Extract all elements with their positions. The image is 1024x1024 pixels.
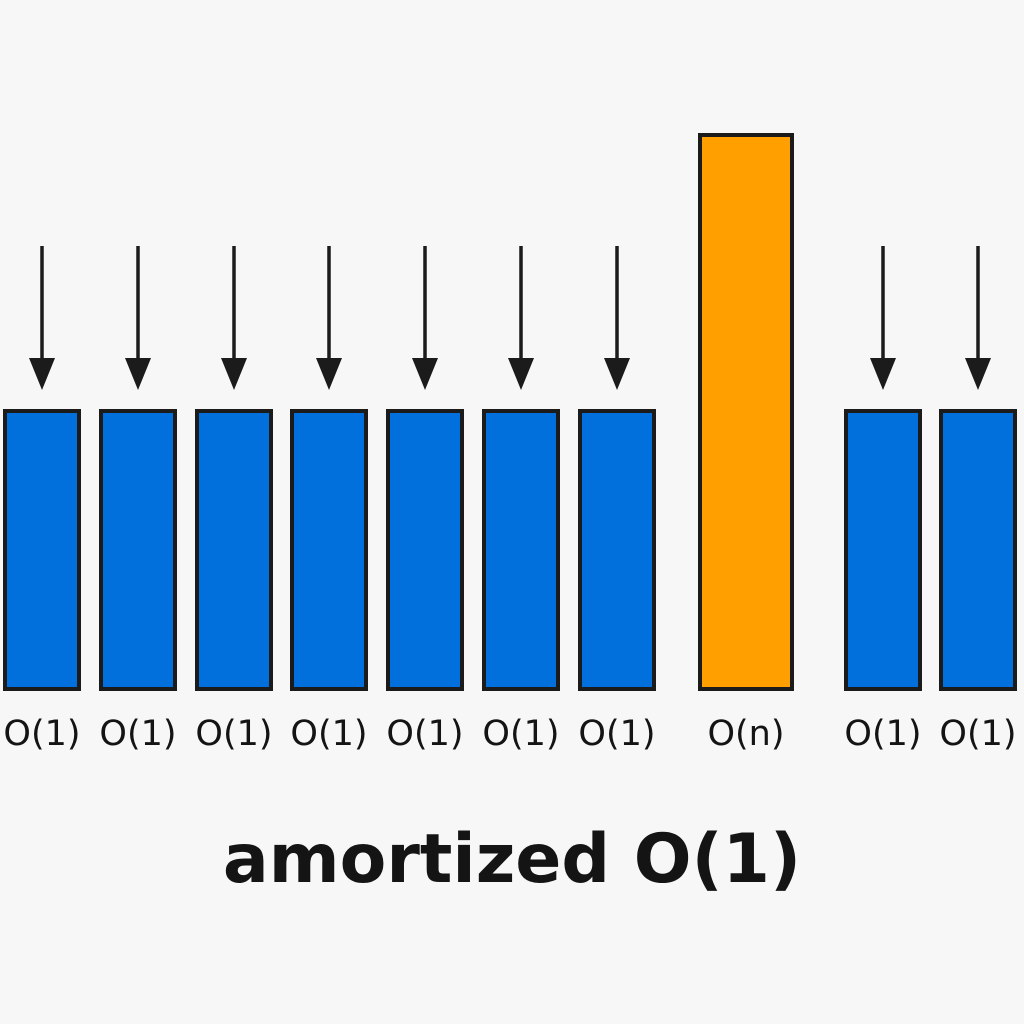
down-arrow-icon bbox=[316, 246, 342, 390]
down-arrow-icon bbox=[604, 246, 630, 390]
cheap-operation-bar bbox=[195, 409, 273, 691]
cheap-operation-bar bbox=[578, 409, 656, 691]
down-arrow-icon bbox=[29, 246, 55, 390]
cost-label: O(1) bbox=[195, 714, 273, 754]
expensive-operation-bar bbox=[698, 133, 794, 691]
cheap-operation-bar bbox=[99, 409, 177, 691]
cost-label: O(1) bbox=[578, 714, 656, 754]
cost-label: O(1) bbox=[3, 714, 81, 754]
cost-label: O(1) bbox=[99, 714, 177, 754]
cheap-operation: O(1) bbox=[386, 0, 464, 1024]
down-arrow-icon bbox=[412, 246, 438, 390]
cheap-operation: O(1) bbox=[195, 0, 273, 1024]
down-arrow-icon bbox=[221, 246, 247, 390]
down-arrow-icon bbox=[965, 246, 991, 390]
cheap-operation: O(1) bbox=[578, 0, 656, 1024]
cost-label: O(1) bbox=[482, 714, 560, 754]
cheap-operation: O(1) bbox=[939, 0, 1017, 1024]
down-arrow-icon bbox=[125, 246, 151, 390]
caption: amortized O(1) bbox=[222, 820, 802, 899]
cost-label: O(1) bbox=[844, 714, 922, 754]
cheap-operation-bar bbox=[386, 409, 464, 691]
expensive-operation: O(n) bbox=[698, 0, 794, 1024]
cost-label: O(1) bbox=[939, 714, 1017, 754]
cheap-operation-bar bbox=[939, 409, 1017, 691]
cheap-operation: O(1) bbox=[290, 0, 368, 1024]
cheap-operation-bar bbox=[844, 409, 922, 691]
down-arrow-icon bbox=[508, 246, 534, 390]
cheap-operation: O(1) bbox=[99, 0, 177, 1024]
cheap-operation-bar bbox=[482, 409, 560, 691]
cost-label: O(n) bbox=[707, 714, 785, 754]
cheap-operation-bar bbox=[290, 409, 368, 691]
cheap-operation: O(1) bbox=[482, 0, 560, 1024]
cheap-operation: O(1) bbox=[3, 0, 81, 1024]
cost-label: O(1) bbox=[290, 714, 368, 754]
cheap-operation: O(1) bbox=[844, 0, 922, 1024]
cheap-operation-bar bbox=[3, 409, 81, 691]
down-arrow-icon bbox=[870, 246, 896, 390]
cost-label: O(1) bbox=[386, 714, 464, 754]
